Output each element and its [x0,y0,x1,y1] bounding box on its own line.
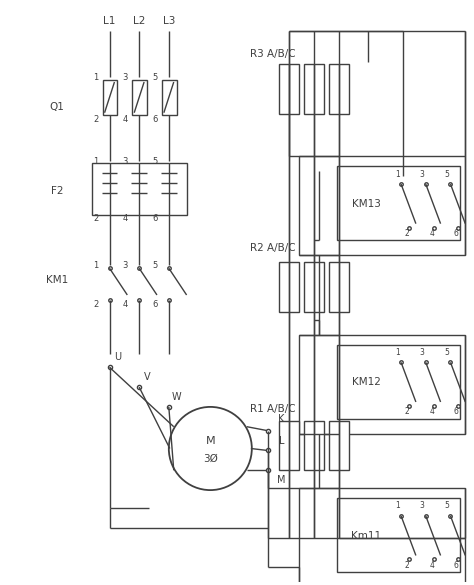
Text: 3: 3 [123,73,128,81]
Bar [299,335,465,433]
Text: 6: 6 [454,229,459,238]
Bar [102,80,118,115]
Bar [329,262,349,312]
Text: 4: 4 [429,229,434,238]
Text: 2: 2 [405,407,410,417]
Text: R1 A/B/C: R1 A/B/C [250,404,295,414]
Text: L2: L2 [133,16,146,26]
Text: 5: 5 [152,157,157,166]
Bar [280,64,299,113]
Text: 2: 2 [405,561,410,570]
Text: 2: 2 [93,214,98,223]
Bar [304,64,324,113]
Text: 1: 1 [93,261,98,270]
Text: 2: 2 [93,115,98,124]
Text: M: M [206,436,215,446]
Text: 2: 2 [93,300,98,309]
Bar [304,421,324,470]
Text: W: W [172,392,182,402]
Text: 3: 3 [419,348,424,357]
Text: R2 A/B/C: R2 A/B/C [250,243,295,253]
Text: R3 A/B/C: R3 A/B/C [250,49,295,59]
Text: 6: 6 [152,115,158,124]
Text: 1: 1 [395,348,400,357]
Text: V: V [144,372,150,382]
Text: M: M [277,475,286,485]
Text: 4: 4 [123,214,128,223]
Text: F2: F2 [51,186,64,196]
Bar [132,80,147,115]
Text: 3Ø: 3Ø [203,453,218,463]
Bar [337,498,460,572]
Text: 6: 6 [152,300,158,309]
Bar [329,64,349,113]
Bar [280,421,299,470]
Text: U: U [114,352,121,362]
Text: 5: 5 [152,261,157,270]
Text: 4: 4 [123,115,128,124]
Text: 6: 6 [152,214,158,223]
Text: 1: 1 [395,501,400,511]
Bar [299,156,465,256]
Bar [329,421,349,470]
Text: 5: 5 [444,170,449,178]
Text: 4: 4 [123,300,128,309]
Bar [337,166,460,240]
Text: KM12: KM12 [352,377,381,387]
Text: K: K [278,414,285,424]
Text: 3: 3 [123,261,128,270]
Text: 6: 6 [454,407,459,417]
Text: L: L [279,436,284,446]
Bar [299,488,465,585]
Text: Km11: Km11 [351,531,382,541]
Text: 5: 5 [444,501,449,511]
Text: 6: 6 [454,561,459,570]
Text: 5: 5 [444,348,449,357]
Text: 1: 1 [93,73,98,81]
Text: 3: 3 [123,157,128,166]
Text: Q1: Q1 [50,102,64,112]
Text: 4: 4 [429,407,434,417]
Text: 1: 1 [93,157,98,166]
Text: 3: 3 [419,170,424,178]
Bar [304,262,324,312]
Text: 2: 2 [405,229,410,238]
Text: 3: 3 [419,501,424,511]
Text: L1: L1 [103,16,116,26]
Bar [280,262,299,312]
Text: 1: 1 [395,170,400,178]
Text: KM1: KM1 [46,275,68,285]
Text: 4: 4 [429,561,434,570]
Text: 5: 5 [152,73,157,81]
Bar [162,80,177,115]
Text: KM13: KM13 [352,199,381,209]
Bar [337,345,460,419]
Text: L3: L3 [163,16,175,26]
Bar [92,163,187,215]
